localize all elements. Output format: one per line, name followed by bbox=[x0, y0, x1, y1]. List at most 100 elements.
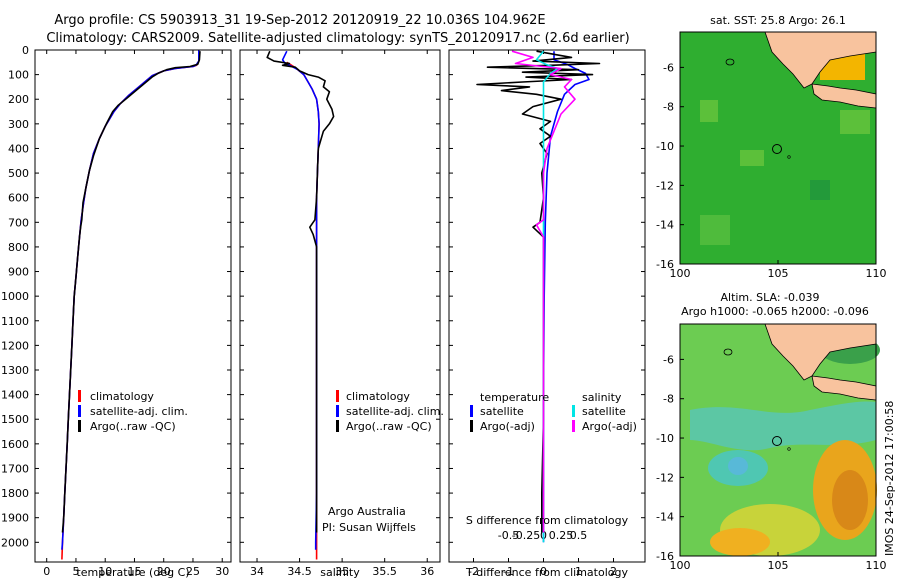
series-group bbox=[266, 50, 335, 560]
map-y-tick-label: -12 bbox=[656, 179, 674, 192]
series-line-satellite-adj-clim bbox=[61, 50, 200, 550]
legend-swatch-satellite bbox=[336, 405, 339, 417]
series-group bbox=[476, 50, 601, 543]
x-tick-label: 0 bbox=[43, 565, 50, 578]
legend-swatch-s-argo bbox=[572, 420, 575, 432]
map-y-tick-label: -8 bbox=[663, 101, 674, 114]
map-x-tick-label: 100 bbox=[670, 559, 691, 572]
depth-tick-label: 900 bbox=[8, 266, 29, 279]
legend-heading-temperature: temperature bbox=[480, 391, 549, 404]
sst-map bbox=[679, 31, 877, 265]
depth-tick-label: 800 bbox=[8, 241, 29, 254]
depth-tick-label: 400 bbox=[8, 142, 29, 155]
island-outline bbox=[725, 58, 735, 66]
temperature-xlabel: temperature (deg C) bbox=[76, 566, 189, 579]
legend-label-argo: Argo(..raw -QC) bbox=[90, 420, 176, 433]
sla-low-core bbox=[728, 457, 748, 475]
x-tick-label: -2 bbox=[468, 565, 479, 578]
map-y-tick-label: -14 bbox=[656, 511, 674, 524]
top-x-tick-label: 0.5 bbox=[570, 529, 588, 542]
map-x-tick-label: 100 bbox=[670, 267, 691, 280]
x-tick-label: 10 bbox=[98, 565, 112, 578]
depth-tick-label: 1000 bbox=[1, 290, 29, 303]
map-y-tick-label: -10 bbox=[656, 140, 674, 153]
x-tick-label: 2 bbox=[610, 565, 617, 578]
series-line-salinity-argo-adj bbox=[511, 50, 576, 533]
legend-swatch-satellite bbox=[78, 405, 81, 417]
salinity-plot-frame bbox=[239, 49, 441, 563]
float-position-marker bbox=[772, 144, 782, 154]
sst-patch bbox=[700, 100, 718, 122]
sla-map-ticks: 100 105 110 -6 -8 -10 -12 -14 -16 bbox=[656, 353, 886, 572]
float-position-marker bbox=[772, 436, 782, 446]
salinity-legend: climatology satellite-adj. clim. Argo(..… bbox=[336, 390, 444, 433]
timestamp-stamp: IMOS 24-Sep-2012 17:00:58 bbox=[883, 401, 896, 556]
sst-patch bbox=[740, 150, 764, 166]
map-y-tick-label: -8 bbox=[663, 393, 674, 406]
sst-patch bbox=[840, 110, 870, 134]
legend-label-t-argo: Argo(-adj) bbox=[480, 420, 535, 433]
difference-legend-temperature: temperature satellite Argo(-adj) bbox=[470, 391, 549, 433]
sst-map-ticks: 100 105 110 -6 -8 -10 -12 -14 -16 bbox=[656, 61, 886, 280]
sst-map-title: sat. SST: 25.8 Argo: 26.1 bbox=[710, 14, 846, 27]
map-x-tick-label: 110 bbox=[866, 267, 887, 280]
legend-label-argo: Argo(..raw -QC) bbox=[346, 420, 432, 433]
legend-swatch-climatology bbox=[336, 390, 339, 402]
legend-swatch-climatology bbox=[78, 390, 81, 402]
top-x-tick-label: 0.25 bbox=[549, 529, 574, 542]
difference-legend-salinity: salinity satellite Argo(-adj) bbox=[572, 391, 637, 433]
map-y-tick-label: -6 bbox=[663, 353, 674, 366]
x-tick-label: 30 bbox=[215, 565, 229, 578]
depth-tick-label: 600 bbox=[8, 192, 29, 205]
credit-line1: Argo Australia bbox=[328, 505, 406, 518]
depth-tick-label: 1800 bbox=[1, 487, 29, 500]
depth-tick-label: 1600 bbox=[1, 438, 29, 451]
map-y-tick-label: -10 bbox=[656, 432, 674, 445]
legend-label-t-satellite: satellite bbox=[480, 405, 524, 418]
depth-tick-label: 1400 bbox=[1, 389, 29, 402]
sst-patch bbox=[700, 215, 730, 245]
series-line-satellite-adj-clim bbox=[281, 50, 320, 550]
depth-tick-label: 1700 bbox=[1, 462, 29, 475]
depth-tick-label: 1100 bbox=[1, 315, 29, 328]
depth-tick-label: 700 bbox=[8, 216, 29, 229]
map-x-tick-label: 110 bbox=[866, 559, 887, 572]
series-line-climatology bbox=[286, 61, 320, 560]
depth-tick-label: 500 bbox=[8, 167, 29, 180]
figure-title-line2: Climatology: CARS2009. Satellite-adjuste… bbox=[46, 31, 629, 46]
x-tick-label: 15 bbox=[127, 565, 141, 578]
island-outline bbox=[787, 155, 791, 159]
x-tick-label: 35.5 bbox=[372, 565, 397, 578]
sla-map-title-line1: Altim. SLA: -0.039 bbox=[720, 291, 819, 304]
temperature-plot-frame bbox=[34, 49, 232, 563]
legend-swatch-s-satellite bbox=[572, 405, 575, 417]
depth-tick-label: 1200 bbox=[1, 339, 29, 352]
depth-axis: 0 100 200 300 400 500 600 700 800 900 1000 1100 1200… bbox=[1, 44, 645, 549]
credit-line2: PI: Susan Wijffels bbox=[322, 521, 416, 534]
x-tick-label: 36 bbox=[420, 565, 434, 578]
legend-heading-salinity: salinity bbox=[582, 391, 622, 404]
series-line-argo-raw-qc bbox=[61, 51, 201, 533]
figure-title-line1: Argo profile: CS 5903913_31 19-Sep-2012 … bbox=[54, 13, 545, 28]
x-tick-label: 35 bbox=[335, 565, 349, 578]
depth-tick-label: 1900 bbox=[1, 512, 29, 525]
map-y-tick-label: -14 bbox=[656, 219, 674, 232]
difference-xlabel: T difference from climatology bbox=[465, 566, 628, 579]
x-tick-label: 1 bbox=[575, 565, 582, 578]
legend-swatch-t-argo bbox=[470, 420, 473, 432]
map-y-tick-label: -16 bbox=[656, 550, 674, 563]
map-y-tick-label: -12 bbox=[656, 471, 674, 484]
x-tick-label: 34 bbox=[250, 565, 264, 578]
sst-patch bbox=[810, 180, 830, 200]
depth-tick-label: 1500 bbox=[1, 413, 29, 426]
top-x-tick-label: -0.25 bbox=[512, 529, 540, 542]
depth-tick-label: 1300 bbox=[1, 364, 29, 377]
temperature-panel: 0 5 10 15 20 25 30 bbox=[43, 50, 229, 578]
depth-tick-label: 300 bbox=[8, 118, 29, 131]
legend-label-climatology: climatology bbox=[90, 390, 154, 403]
depth-tick-label: 100 bbox=[8, 69, 29, 82]
map-y-tick-label: -16 bbox=[656, 258, 674, 271]
map-x-tick-label: 105 bbox=[768, 559, 789, 572]
sla-high-patch bbox=[710, 528, 770, 556]
